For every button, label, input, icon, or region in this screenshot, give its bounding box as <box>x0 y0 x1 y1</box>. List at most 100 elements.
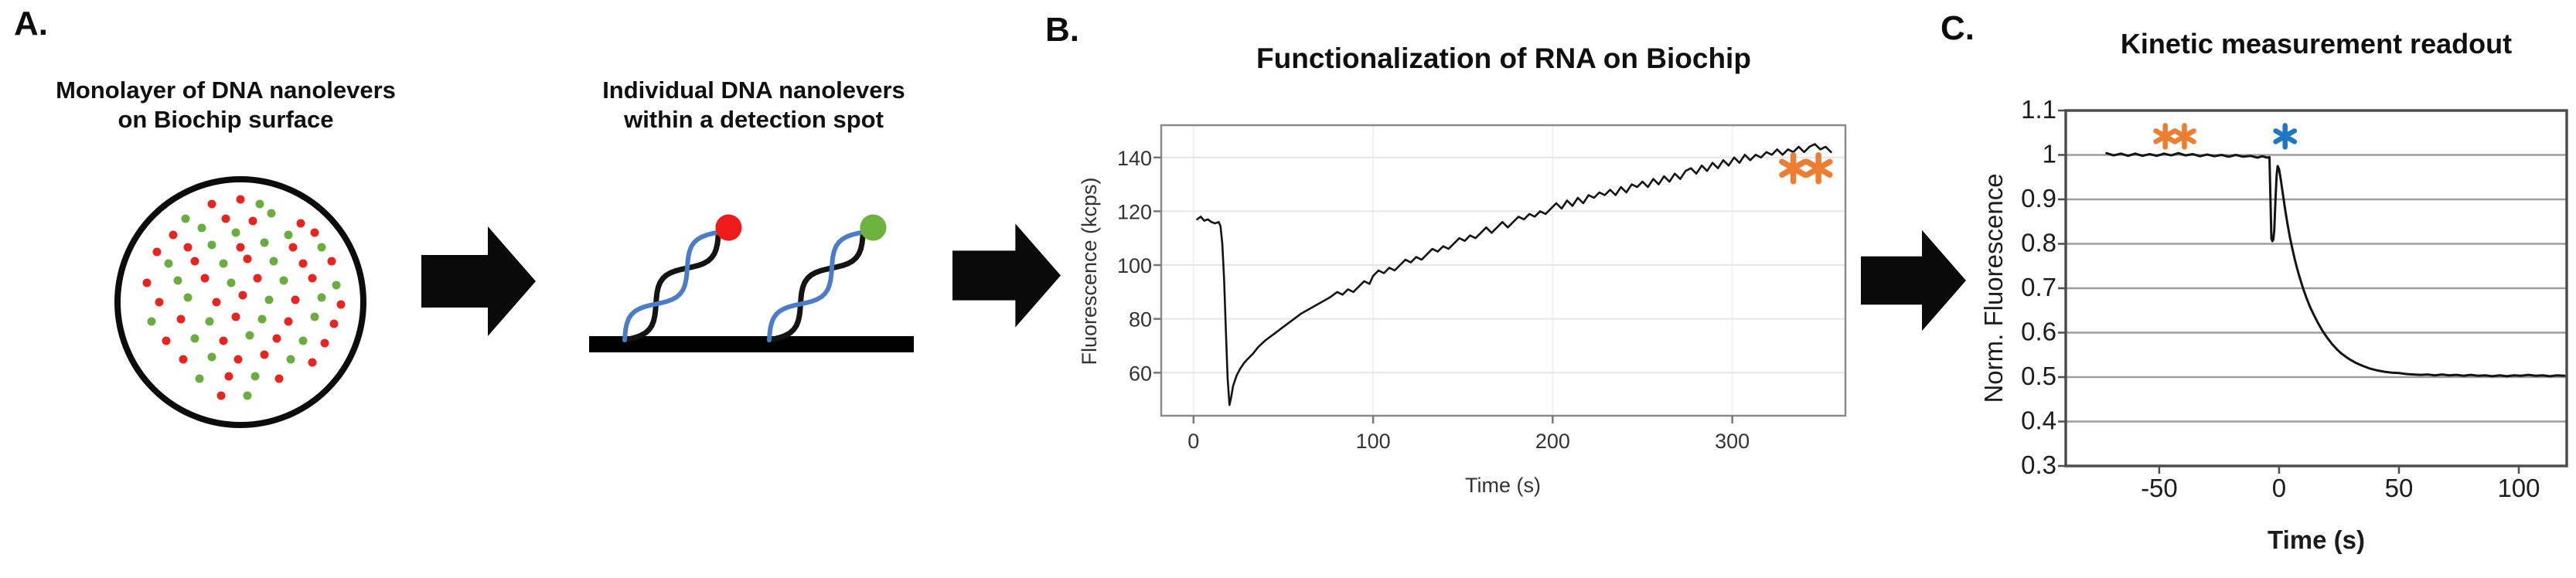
green-nanolever-dot <box>250 372 260 381</box>
red-nanolever-dot <box>152 247 161 257</box>
chart-b-ylabel: Fluorescence (kcps) <box>1078 177 1101 365</box>
green-nanolever-dot <box>219 259 228 268</box>
green-nanolever-dot <box>310 312 319 321</box>
green-nanolever-dot <box>257 314 267 324</box>
monolayer-caption: Monolayer of DNA nanolevers on Biochip s… <box>32 76 419 134</box>
red-nanolever-dot <box>308 274 317 283</box>
green-nanolever-dot <box>181 214 190 223</box>
y-tick-label: 140 <box>1117 147 1152 170</box>
detection-caption-line2: within a detection spot <box>624 106 884 133</box>
significance-asterisk-icon <box>2273 128 2298 144</box>
red-nanolever-dot <box>231 312 240 321</box>
y-tick-label: 0.9 <box>2021 184 2056 212</box>
fluorophore-green-icon <box>860 214 887 241</box>
red-nanolever-dot <box>233 355 243 364</box>
y-tick-label: 120 <box>1117 200 1152 223</box>
chart-c-title: Kinetic measurement readout <box>2120 28 2513 60</box>
red-nanolever-dot <box>243 254 252 264</box>
green-nanolever-dot <box>317 243 326 252</box>
green-nanolever-dot <box>164 259 173 268</box>
flow-arrow-icon <box>952 223 1061 328</box>
red-nanolever-dot <box>288 243 298 252</box>
red-nanolever-dot <box>219 336 228 345</box>
plot-frame <box>1160 124 1847 417</box>
dna-nanolevers-diagram <box>589 214 914 352</box>
red-nanolever-dot <box>274 374 284 383</box>
green-nanolever-dot <box>231 228 240 237</box>
red-nanolever-dot <box>253 274 262 283</box>
red-nanolever-dot <box>260 350 269 359</box>
y-tick-label: 60 <box>1129 362 1152 385</box>
red-nanolever-dot <box>216 391 226 400</box>
red-nanolever-dot <box>221 214 230 223</box>
green-nanolever-dot <box>190 334 199 342</box>
panel-a-label: A. <box>14 5 48 42</box>
green-nanolever-dot <box>264 295 274 304</box>
red-nanolever-dot <box>291 295 300 304</box>
green-nanolever-dot <box>195 374 204 383</box>
y-tick-label: 0.5 <box>2021 362 2056 390</box>
red-nanolever-dot <box>176 314 185 324</box>
x-tick-label: 200 <box>1535 430 1570 453</box>
red-nanolever-dot <box>272 334 281 342</box>
x-tick-label: -50 <box>2141 474 2178 502</box>
x-tick-label: 100 <box>1356 430 1391 453</box>
red-nanolever-dot <box>169 230 178 240</box>
red-nanolever-dot <box>162 336 171 345</box>
chart-b-canvas: 0 100 200 300 60 80 100 120 140 Fluorescence (kc… <box>1078 124 1847 497</box>
x-tick-label: 0 <box>1187 430 1199 453</box>
nanolever-dot-field <box>121 182 360 422</box>
y-tick-label: 0.3 <box>2021 450 2056 479</box>
green-nanolever-dot <box>284 230 293 240</box>
green-nanolever-dot <box>227 278 236 287</box>
flow-arrow-icon <box>1861 230 1966 332</box>
x-tick-label: 0 <box>2272 474 2286 502</box>
y-tick-label: 0.7 <box>2021 273 2056 301</box>
fluorophore-red-icon <box>715 214 742 241</box>
green-nanolever-dot <box>298 336 308 345</box>
red-nanolever-dot <box>320 338 329 348</box>
red-nanolever-dot <box>298 259 308 268</box>
dna-strand-black <box>622 229 721 343</box>
red-nanolever-dot <box>248 216 257 226</box>
significance-asterisk-icon <box>2172 128 2196 144</box>
green-nanolever-dot <box>267 209 276 218</box>
green-nanolever-dot <box>269 257 278 266</box>
detection-caption-line1: Individual DNA nanolevers <box>602 76 905 104</box>
red-nanolever-dot <box>155 298 164 307</box>
chart-c-xlabel: Time (s) <box>2268 525 2365 554</box>
red-nanolever-dot <box>179 355 188 364</box>
biochip-surface-bar <box>589 336 914 352</box>
green-nanolever-dot <box>173 276 182 285</box>
red-nanolever-dot <box>183 243 193 252</box>
chart-c-canvas: -50 0 50 100 0.3 0.4 0.5 0.6 0.7 0.8 0.9 1 1.1 Norm.… <box>1979 100 2568 554</box>
y-tick-label: 1 <box>2043 140 2056 168</box>
red-nanolever-dot <box>236 195 245 204</box>
x-tick-label: 300 <box>1715 430 1750 453</box>
significance-asterisk-icon <box>1779 158 1808 178</box>
green-nanolever-dot <box>317 293 326 302</box>
x-tick-label: 100 <box>2497 474 2540 502</box>
dna-strand-blue <box>767 230 866 342</box>
detection-caption: Individual DNA nanolevers within a detec… <box>533 76 974 134</box>
flow-arrow-icon <box>421 226 536 336</box>
red-nanolever-dot <box>308 358 317 366</box>
y-tick-label: 80 <box>1129 308 1152 332</box>
chart-c-ylabel: Norm. Fluorescence <box>1979 173 2008 403</box>
green-nanolever-dot <box>255 199 264 209</box>
y-tick-label: 0.8 <box>2021 229 2056 257</box>
y-tick-label: 0.4 <box>2021 406 2056 435</box>
biochip-spot-circle <box>114 176 366 428</box>
monolayer-caption-line1: Monolayer of DNA nanolevers <box>56 76 396 104</box>
red-nanolever-dot <box>327 257 336 266</box>
green-nanolever-dot <box>245 331 254 340</box>
green-nanolever-dot <box>207 240 216 250</box>
red-nanolever-dot <box>310 228 319 237</box>
green-nanolever-dot <box>197 223 206 233</box>
dna-strand-blue <box>622 230 721 342</box>
green-nanolever-dot <box>332 280 341 290</box>
green-nanolever-dot <box>147 317 156 326</box>
green-nanolever-dot <box>260 238 269 246</box>
y-tick-label: 0.6 <box>2021 318 2056 346</box>
red-nanolever-dot <box>142 278 152 287</box>
